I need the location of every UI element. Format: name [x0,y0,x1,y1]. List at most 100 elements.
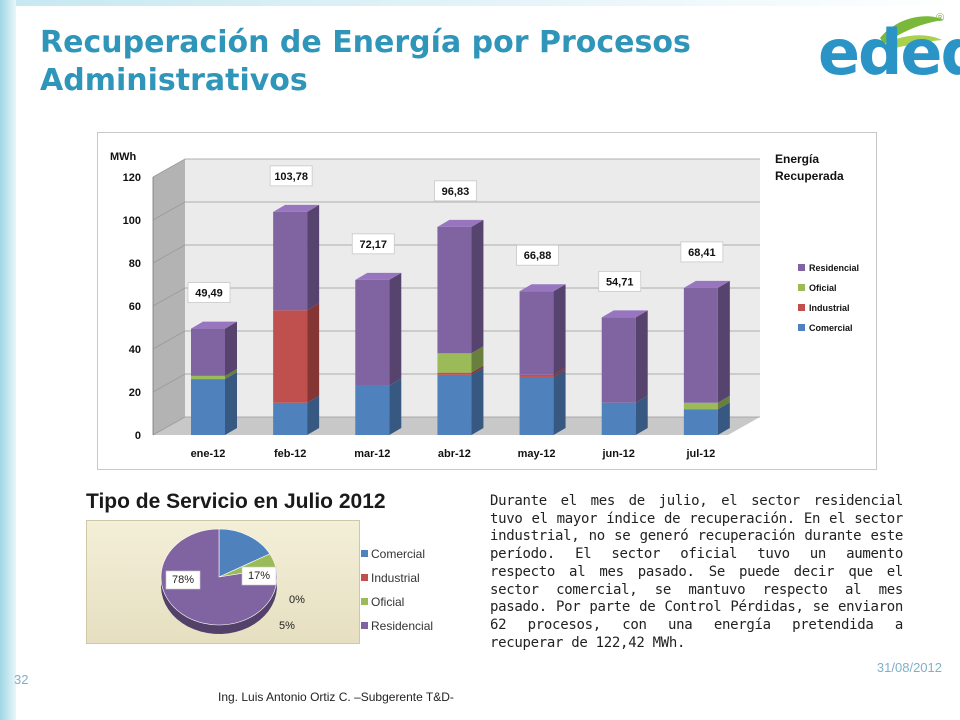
y-tick-label: 120 [123,172,141,184]
pie-chart-title: Tipo de Servicio en Julio 2012 [86,490,386,513]
bar-segment-residencial [355,279,390,386]
bar-segment-side [553,367,566,377]
gridline [152,330,760,350]
bar-segment-side [389,272,402,386]
legend-swatch [798,304,805,311]
legend-swatch [798,324,805,331]
bar-segment-side [717,395,730,410]
bar-total-label: 68,41 [688,247,716,259]
y-tick-label: 40 [129,344,141,356]
bar-top [601,310,648,318]
author-footer: Ing. Luis Antonio Ortiz C. –Subgerente T… [218,690,454,704]
leaf-icon [880,16,944,50]
left-decor-band [0,0,16,720]
bar-segment-residencial [191,328,225,376]
chart-title-line: Energía [775,152,819,166]
legend-label: Oficial [809,283,837,293]
body-text: Durante el mes de julio, el sector resid… [490,493,903,651]
bar-segment-side [307,204,320,311]
bar-segment-residencial [683,287,718,403]
bar-segment-comercial [273,402,308,435]
pie-slice-label: 0% [289,594,305,606]
gridline [152,158,760,178]
y-tick-label: 80 [129,258,141,270]
pie-chart-svg: 17% 0% 5% 78% [160,528,305,634]
bar-segment-side [553,284,566,375]
bar-total-label: 103,78 [274,171,308,183]
bar-segment-oficial [683,402,718,410]
bar-total-label: 49,49 [195,288,223,300]
x-tick-label: jun-12 [602,448,635,460]
pie-chart: 17% 0% 5% 78% [86,520,360,644]
pie-slice-label: 17% [248,570,270,582]
bar-segment-comercial [519,376,554,435]
pie-legend-swatch [361,550,368,557]
pie-label-box [241,566,277,586]
y-tick-label: 20 [129,387,141,399]
bar-total-label: 66,88 [524,250,552,262]
y-tick-label: 100 [123,215,141,227]
pie-legend-label: Oficial [371,595,405,609]
bar-segment-comercial [437,374,472,435]
chart-title-line: Recuperada [775,169,844,183]
bar-segment-comercial [683,409,718,435]
bar-segment-side [717,280,730,403]
pie-legend-swatch [361,622,368,629]
x-tick-label: mar-12 [354,448,390,460]
bar-top [355,272,402,280]
bar-top [191,321,237,329]
top-decor-band [0,0,960,6]
bar-total-box [187,282,231,303]
bar-segment-side [471,219,484,354]
pie-slice-comercial [218,528,271,578]
bar-segment-side [389,378,402,435]
legend-swatch [798,284,805,291]
bar-segment-residencial [273,211,308,311]
bar-segment-residencial [601,317,636,403]
bar-top [437,219,484,227]
y-axis-label: MWh [110,151,137,163]
bar-segment-side [635,310,648,403]
bar-total-label: 72,17 [360,239,388,251]
bar-total-box [351,233,395,255]
bar-top [519,284,566,292]
bar-segment-industrial [273,310,308,403]
bar-segment-side [717,402,730,435]
gridline [152,287,760,307]
bar-segment-side [307,303,320,403]
bar-total-box [269,165,313,187]
bar-segment-side [635,395,648,435]
x-tick-label: may-12 [518,448,556,460]
gridline [152,201,760,221]
legend-label: Comercial [809,323,853,333]
bar-total-box [598,270,642,292]
bar-total-box [434,180,477,202]
bar-segment-oficial [191,375,225,380]
edeq-logo: edeq ® [818,10,960,96]
legend-label: Industrial [809,303,850,313]
page-number: 32 [14,672,29,687]
bar-segment-residencial [519,291,554,375]
bar-segment-side [471,346,484,373]
bar-segment-industrial [519,374,554,377]
slide-title: Recuperación de Energía por Procesos Adm… [40,25,691,98]
bar-segment-side [225,372,237,435]
x-tick-label: ene-12 [191,448,226,460]
bar-segment-side [471,367,484,435]
pie-slice-residencial [160,528,278,626]
bar-segment-industrial [437,372,472,375]
pie-slice-label: 5% [279,620,295,632]
pie-legend-swatch [361,574,368,581]
slide-date: 31/08/2012 [876,660,942,675]
bar-segment-side [307,395,320,435]
bar-total-label: 96,83 [442,186,470,198]
pie-label-box [165,570,201,590]
bar-chart: 0 20 40 60 80 100 120 MWh Energía Recuperada 49,49… [97,132,877,470]
pie-legend-label: Comercial [371,547,426,561]
x-tick-label: feb-12 [274,448,306,460]
gridline [152,373,760,393]
pie-legend-label: Industrial [371,571,420,585]
x-tick-label: abr-12 [438,448,471,460]
bar-segment-comercial [355,385,390,435]
y-tick-label: 0 [135,430,141,442]
